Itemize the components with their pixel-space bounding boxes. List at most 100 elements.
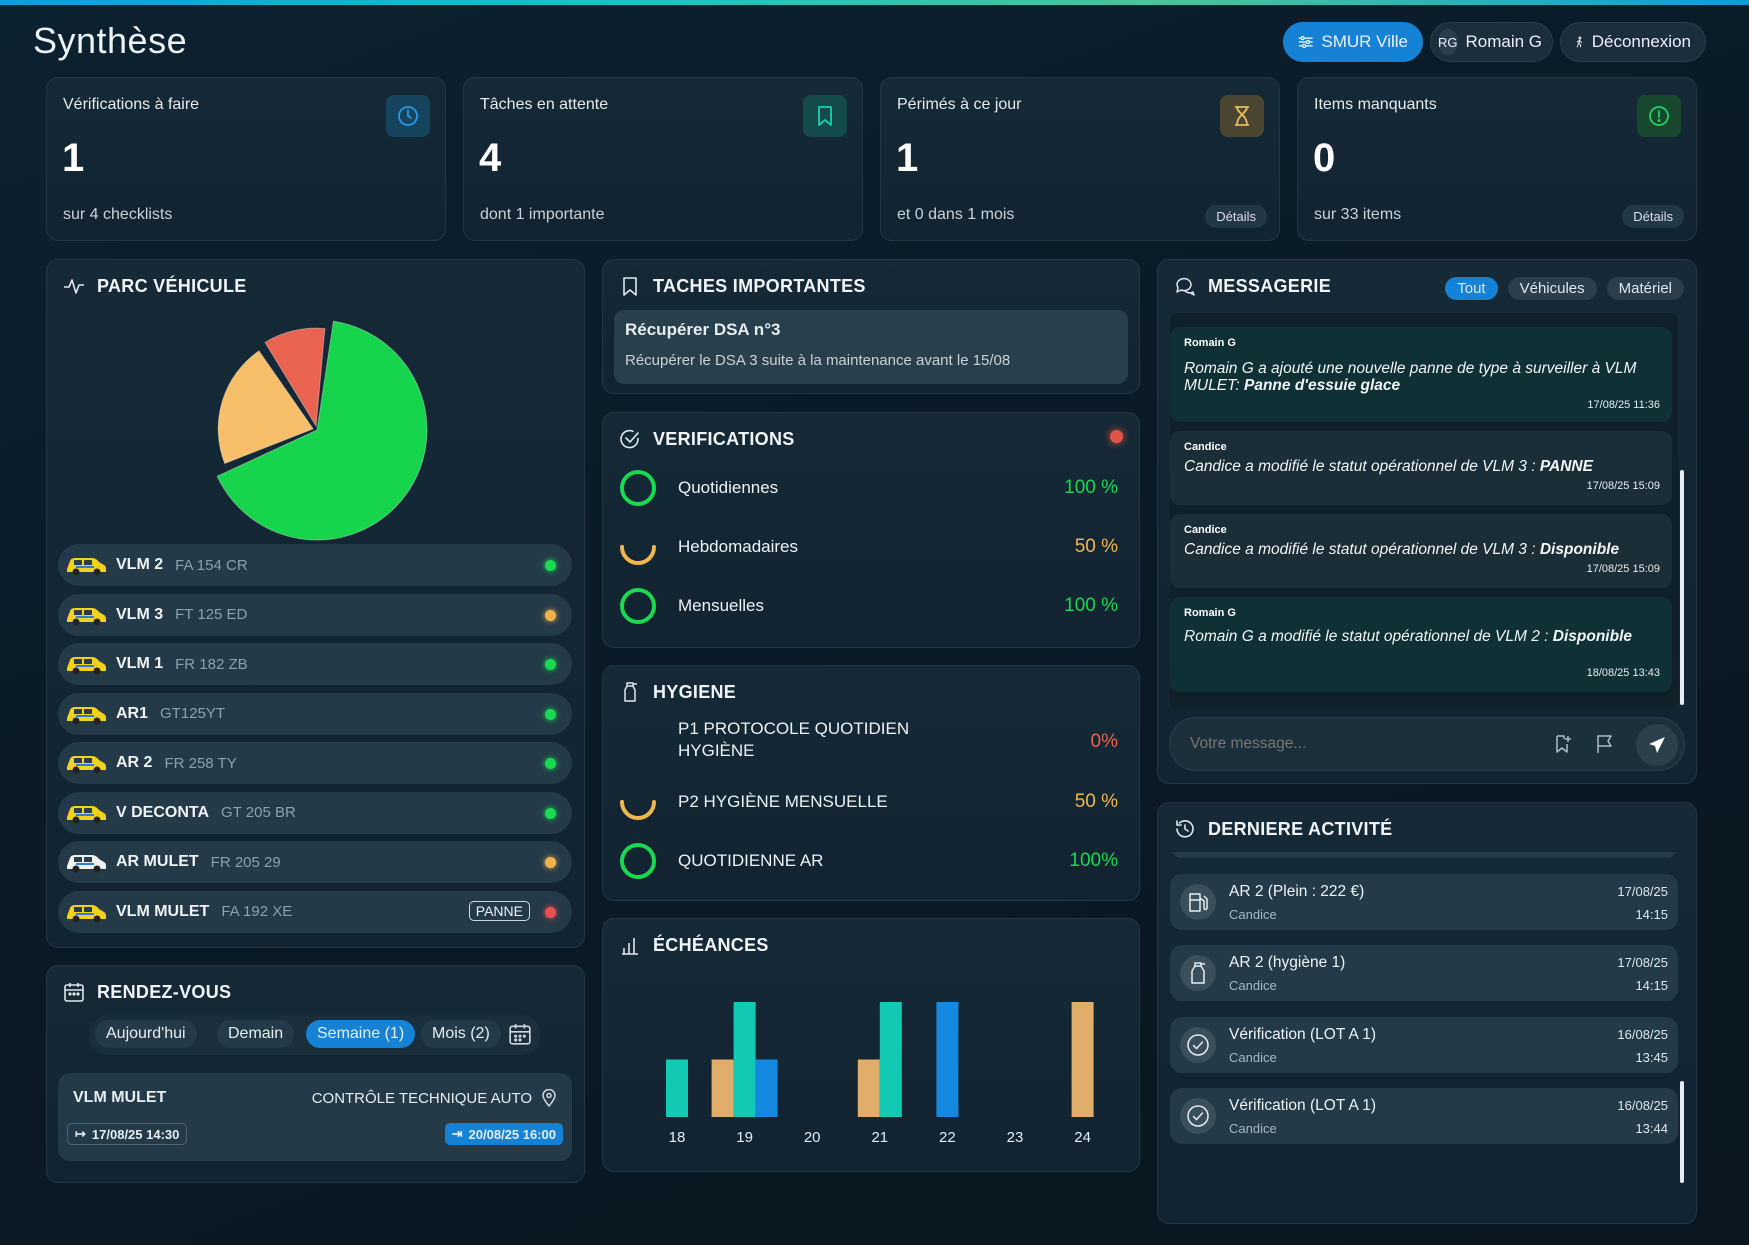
verification-row[interactable]: Hebdomadaires 50 %	[618, 525, 1128, 569]
pie-slice[interactable]	[217, 350, 314, 465]
activity-item[interactable]: Vérification (LOT A 1) Candice 16/08/25 13:…	[1170, 1016, 1678, 1073]
bar[interactable]	[666, 1059, 688, 1118]
hygiene-row[interactable]: P2 HYGIÈNE MENSUELLE 50 %	[618, 780, 1128, 824]
calendar-icon	[64, 983, 84, 1002]
message-input[interactable]	[1190, 732, 1520, 756]
vehicle-name: VLM 3	[116, 605, 164, 623]
stat-card-expired[interactable]: Périmés à ce jour 1 et 0 dans 1 mois Dét…	[880, 77, 1280, 241]
vehicle-row[interactable]: AR 2 FR 258 TY	[58, 742, 572, 784]
vehicle-plate: GT 205 BR	[221, 804, 296, 821]
send-button[interactable]	[1636, 724, 1678, 766]
vehicle-row[interactable]: V DECONTA GT 205 BR	[58, 791, 572, 834]
activity-item[interactable]: AR 2 (hygiène 1) Candice 17/08/25 14:15	[1170, 945, 1678, 1001]
vehicle-row[interactable]: AR MULET FR 205 29	[58, 841, 572, 883]
filter-all[interactable]: Tout	[1445, 277, 1498, 300]
tab-tomorrow[interactable]: Demain	[217, 1020, 295, 1048]
activity-scrollbar[interactable]	[1680, 1081, 1684, 1183]
bar[interactable]	[755, 1059, 778, 1118]
message-text: Candice a modifié le statut opérationnel…	[1184, 541, 1620, 558]
flag-icon[interactable]	[1595, 734, 1615, 759]
activity-item[interactable]: AR 2 (Plein : 222 €) Candice 17/08/25 14:15	[1170, 873, 1678, 930]
appointment-type: CONTRÔLE TECHNIQUE AUTO	[311, 1090, 532, 1107]
vehicle-row[interactable]: VLM 1 FR 182 ZB	[58, 643, 572, 685]
sliders-icon	[1298, 35, 1313, 49]
stat-value: 0	[1313, 136, 1336, 180]
stat-card-verifications[interactable]: Vérifications à faire 1 sur 4 checklists	[46, 77, 446, 241]
calendar-picker-icon[interactable]	[508, 1022, 532, 1051]
vehicle-name: VLM 2	[116, 556, 164, 573]
start-text: 17/08/25 14:30	[91, 1126, 180, 1142]
arrow-start-icon: ↦	[75, 1126, 86, 1141]
message-text: Romain G a modifié le statut opérationne…	[1184, 628, 1632, 645]
pie-slice[interactable]	[264, 327, 326, 428]
details-button[interactable]: Détails	[1622, 205, 1684, 228]
stat-label: Items manquants	[1314, 96, 1437, 113]
hygiene-title: HYGIENE	[653, 681, 737, 702]
stat-card-missing[interactable]: Items manquants 0 sur 33 items Détails	[1297, 77, 1697, 241]
activity-item[interactable]: Vérification (LOT A 1)Candice17/08/2514:…	[1170, 852, 1678, 858]
check-circle-icon	[1180, 1098, 1216, 1134]
hygiene-row[interactable]: QUOTIDIENNE AR 100%	[618, 839, 1128, 883]
vehicle-row[interactable]: VLM 3 FT 125 ED	[58, 593, 572, 636]
hygiene-row[interactable]: P1 PROTOCOLE QUOTIDIEN HYGIÈNE 0%	[618, 719, 1128, 764]
tab-month[interactable]: Mois (2)	[421, 1020, 501, 1048]
bar[interactable]	[936, 1002, 959, 1117]
verification-row[interactable]: Mensuelles 100 %	[618, 584, 1128, 628]
filter-vehicles[interactable]: Véhicules	[1507, 277, 1597, 300]
activity-author: Candice	[1229, 978, 1277, 993]
deadlines-header: ÉCHÉANCES	[619, 934, 769, 956]
vehicle-thumbnail	[64, 601, 108, 629]
user-button[interactable]: RG Romain G	[1430, 22, 1553, 62]
vehicle-row[interactable]: VLM MULET FA 192 XE PANNE	[58, 890, 572, 933]
filter-equipment[interactable]: Matériel	[1606, 277, 1684, 300]
stat-sub: sur 4 checklists	[63, 206, 173, 223]
stat-card-tasks[interactable]: Tâches en attente 4 dont 1 importante	[463, 77, 863, 241]
vehicle-thumbnail	[64, 799, 108, 827]
appointments-title: RENDEZ-VOUS	[97, 981, 232, 1002]
verifications-header: VERIFICATIONS	[619, 428, 795, 450]
activity-list[interactable]: Vérification (LOT A 1) Candice 17/08/25 14:…	[0, 852, 1749, 1188]
progress-ring	[620, 470, 656, 506]
pie-slice[interactable]	[216, 320, 428, 541]
x-tick-label: 18	[669, 1129, 686, 1146]
appointment-card[interactable]: VLM MULET CONTRÔLE TECHNIQUE AUTO ↦ 17/08…	[58, 1073, 572, 1161]
verification-label: Mensuelles	[678, 596, 764, 615]
bar[interactable]	[1071, 1002, 1094, 1117]
vehicle-row[interactable]: AR1 GT125YT	[58, 692, 572, 735]
activity-item[interactable]: Vérification (LOT A 1) Candice 16/08/25 13:…	[1170, 1088, 1678, 1144]
stat-sub: dont 1 importante	[480, 206, 605, 223]
status-dot	[545, 758, 556, 769]
station-button[interactable]: SMUR Ville	[1283, 22, 1423, 62]
message-composer	[1169, 717, 1685, 771]
tab-today[interactable]: Aujourd'hui	[95, 1020, 197, 1048]
message-time: 17/08/25 15:09	[1586, 563, 1660, 575]
verification-row[interactable]: Quotidiennes 100 %	[618, 466, 1128, 510]
alert-icon	[1637, 95, 1681, 137]
activity-date: 17/08/25	[1617, 955, 1668, 970]
tab-week[interactable]: Semaine (1)	[306, 1020, 416, 1048]
bar[interactable]	[733, 1002, 756, 1117]
details-button[interactable]: Détails	[1205, 205, 1267, 228]
status-dot	[545, 906, 556, 918]
appointment-start: ↦ 17/08/25 14:30	[67, 1123, 188, 1145]
messages-scrollbar[interactable]	[1680, 470, 1684, 705]
activity-author: Candice	[1229, 1049, 1277, 1065]
activity-time: 13:44	[1635, 1121, 1668, 1136]
vehicle-plate: GT125YT	[160, 705, 226, 722]
vehicle-name: V DECONTA	[116, 803, 210, 821]
vehicle-name: VLM 1	[116, 655, 164, 672]
activity-date: 17/08/25	[1617, 883, 1668, 899]
vehicle-name: AR1	[116, 704, 149, 722]
bar[interactable]	[711, 1059, 734, 1118]
vehicle-name: AR MULET	[116, 853, 199, 870]
bar[interactable]	[879, 1002, 902, 1117]
check-circle-icon	[620, 429, 639, 449]
vehicle-name: VLM MULET	[116, 902, 210, 920]
hygiene-label: P2 HYGIÈNE MENSUELLE	[678, 792, 888, 811]
task-item[interactable]: Récupérer DSA n°3 Récupérer le DSA 3 sui…	[614, 310, 1128, 384]
vehicle-row[interactable]: VLM 2 FA 154 CR	[58, 544, 572, 586]
bar[interactable]	[857, 1059, 880, 1118]
logout-button[interactable]: Déconnexion	[1560, 22, 1706, 62]
vehicle-plate: FA 192 XE	[221, 903, 293, 920]
add-attachment-icon[interactable]	[1553, 734, 1573, 759]
